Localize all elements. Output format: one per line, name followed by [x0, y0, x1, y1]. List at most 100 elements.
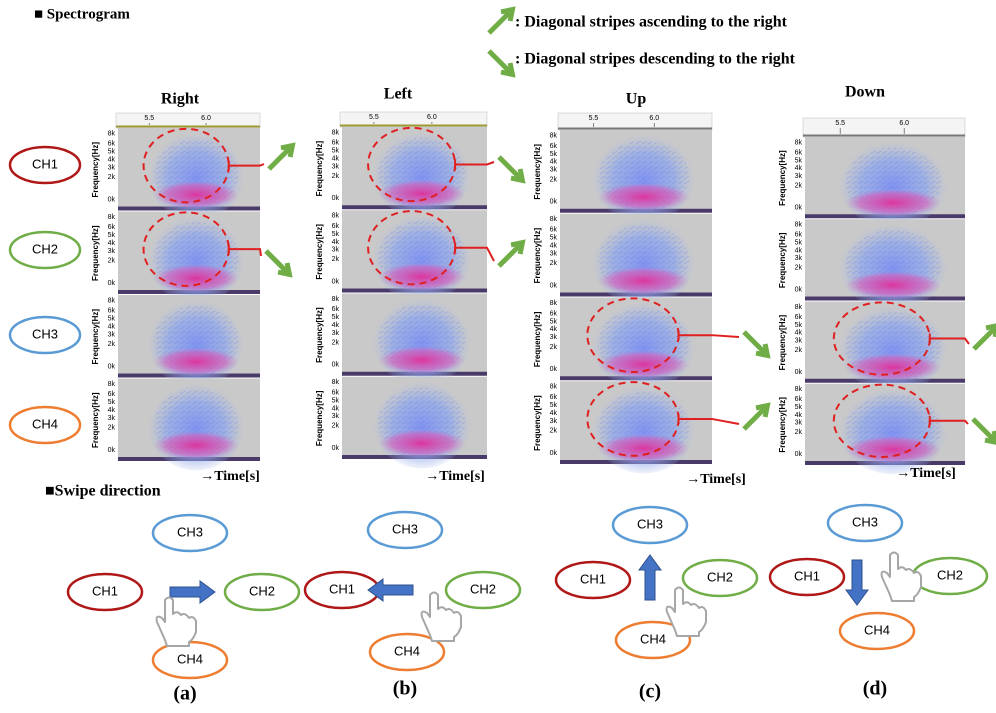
section-title: ■ Spectrogram	[34, 6, 130, 22]
green-arrow	[269, 146, 292, 169]
y-tick-label: 0k	[108, 363, 116, 370]
y-tick-label: 2k	[550, 428, 558, 435]
y-tick-label: 2k	[332, 423, 340, 430]
x-axis-label: →Time[s]	[686, 472, 746, 487]
time-strip	[558, 113, 712, 130]
x-axis-label: →Time[s]	[425, 469, 485, 484]
green-arrow	[974, 326, 996, 349]
green-arrow	[744, 406, 767, 429]
y-tick-label: 6k	[550, 227, 558, 234]
y-tick-label: 2k	[550, 344, 558, 351]
time-tick-label: 5.5	[369, 114, 379, 121]
channel-node-label: CH2	[249, 583, 275, 598]
spectrum-low	[378, 179, 465, 207]
y-tick-label: 4k	[795, 330, 803, 337]
channel-node-label: CH3	[177, 524, 203, 539]
y-tick-label: 2k	[550, 260, 558, 267]
arrow-shaft	[489, 11, 511, 33]
y-tick-label: 2k	[795, 429, 803, 436]
y-tick-label: 2k	[795, 182, 803, 189]
y-tick-label: 5k	[108, 232, 116, 239]
y-tick-label: 8k	[795, 304, 803, 311]
y-tick-label: 8k	[108, 381, 116, 388]
channel-node-label: CH3	[852, 514, 878, 529]
y-axis-label: Frequency[Hz]	[533, 228, 542, 284]
y-tick-label: 0k	[795, 451, 803, 458]
y-tick-label: 8k	[795, 139, 803, 146]
y-axis-label: Frequency[Hz]	[91, 392, 100, 448]
y-tick-label: 3k	[795, 173, 803, 180]
arrow-shaft	[489, 51, 511, 73]
column-title: Left	[384, 86, 413, 103]
y-tick-label: 3k	[795, 420, 803, 427]
panel-caption: (c)	[639, 681, 661, 703]
y-tick-label: 3k	[332, 247, 340, 254]
channel-node-label: CH2	[937, 567, 963, 582]
y-tick-label: 0k	[795, 369, 803, 376]
channel-node-label: CH1	[580, 571, 606, 586]
y-tick-label: 4k	[795, 247, 803, 254]
y-tick-label: 3k	[108, 165, 116, 172]
y-tick-label: 2k	[795, 265, 803, 272]
channel-node-label: CH3	[637, 516, 663, 531]
channel-label: CH2	[32, 241, 58, 256]
y-tick-label: 5k	[332, 148, 340, 155]
time-tick-label: 6.0	[649, 115, 659, 122]
y-tick-label: 0k	[108, 447, 116, 454]
channel-node-label: CH2	[470, 581, 496, 596]
spectrum-low	[154, 431, 239, 459]
y-tick-label: 4k	[332, 156, 340, 163]
y-axis-label: Frequency[Hz]	[91, 309, 100, 365]
y-axis-label: Frequency[Hz]	[91, 225, 100, 281]
y-tick-label: 4k	[550, 159, 558, 166]
time-tick-label: 5.5	[589, 115, 599, 122]
y-tick-label: 0k	[332, 195, 340, 202]
y-tick-label: 3k	[108, 332, 116, 339]
y-tick-label: 8k	[332, 379, 340, 386]
y-tick-label: 0k	[108, 196, 116, 203]
y-tick-label: 5k	[550, 151, 558, 158]
y-tick-label: 2k	[108, 425, 116, 432]
y-tick-label: 8k	[550, 216, 558, 223]
y-tick-label: 8k	[332, 296, 340, 303]
panel-caption: (d)	[863, 678, 887, 700]
y-tick-label: 0k	[550, 366, 558, 373]
green-arrow	[499, 243, 522, 266]
x-axis-label: →Time[s]	[896, 466, 956, 481]
y-tick-label: 3k	[332, 330, 340, 337]
y-axis-label: Frequency[Hz]	[315, 307, 324, 363]
arrow-shaft	[499, 244, 521, 266]
y-tick-label: 0k	[795, 287, 803, 294]
y-tick-label: 6k	[108, 224, 116, 231]
y-tick-label: 0k	[332, 445, 340, 452]
y-tick-label: 6k	[795, 149, 803, 156]
spectrum-low	[845, 436, 941, 464]
y-axis-label: Frequency[Hz]	[315, 390, 324, 446]
y-tick-label: 8k	[108, 297, 116, 304]
y-tick-label: 5k	[332, 314, 340, 321]
spectrum-low	[154, 264, 239, 292]
y-tick-label: 5k	[108, 399, 116, 406]
channel-label: CH1	[32, 156, 58, 171]
y-tick-label: 6k	[795, 314, 803, 321]
channel-node-label: CH4	[640, 631, 666, 646]
time-tick-label: 6.0	[427, 114, 437, 121]
legend-text: : Diagonal stripes descending to the rig…	[515, 51, 796, 68]
arrow-shaft	[973, 419, 995, 441]
spectrum-low	[845, 189, 941, 217]
time-strip	[803, 118, 965, 137]
spectrum-low	[598, 183, 689, 211]
y-tick-label: 3k	[332, 413, 340, 420]
channel-node-label: CH4	[177, 651, 203, 666]
y-tick-label: 4k	[332, 239, 340, 246]
spectrum-low	[845, 353, 941, 381]
time-tick-label: 6.0	[201, 115, 211, 122]
y-tick-label: 3k	[108, 415, 116, 422]
y-axis-label: Frequency[Hz]	[533, 395, 542, 451]
y-axis-label: Frequency[Hz]	[533, 144, 542, 200]
channel-node-label: CH3	[392, 521, 418, 536]
column-title: Right	[161, 91, 200, 108]
y-tick-label: 6k	[550, 143, 558, 150]
y-tick-label: 5k	[795, 322, 803, 329]
y-tick-label: 0k	[332, 278, 340, 285]
